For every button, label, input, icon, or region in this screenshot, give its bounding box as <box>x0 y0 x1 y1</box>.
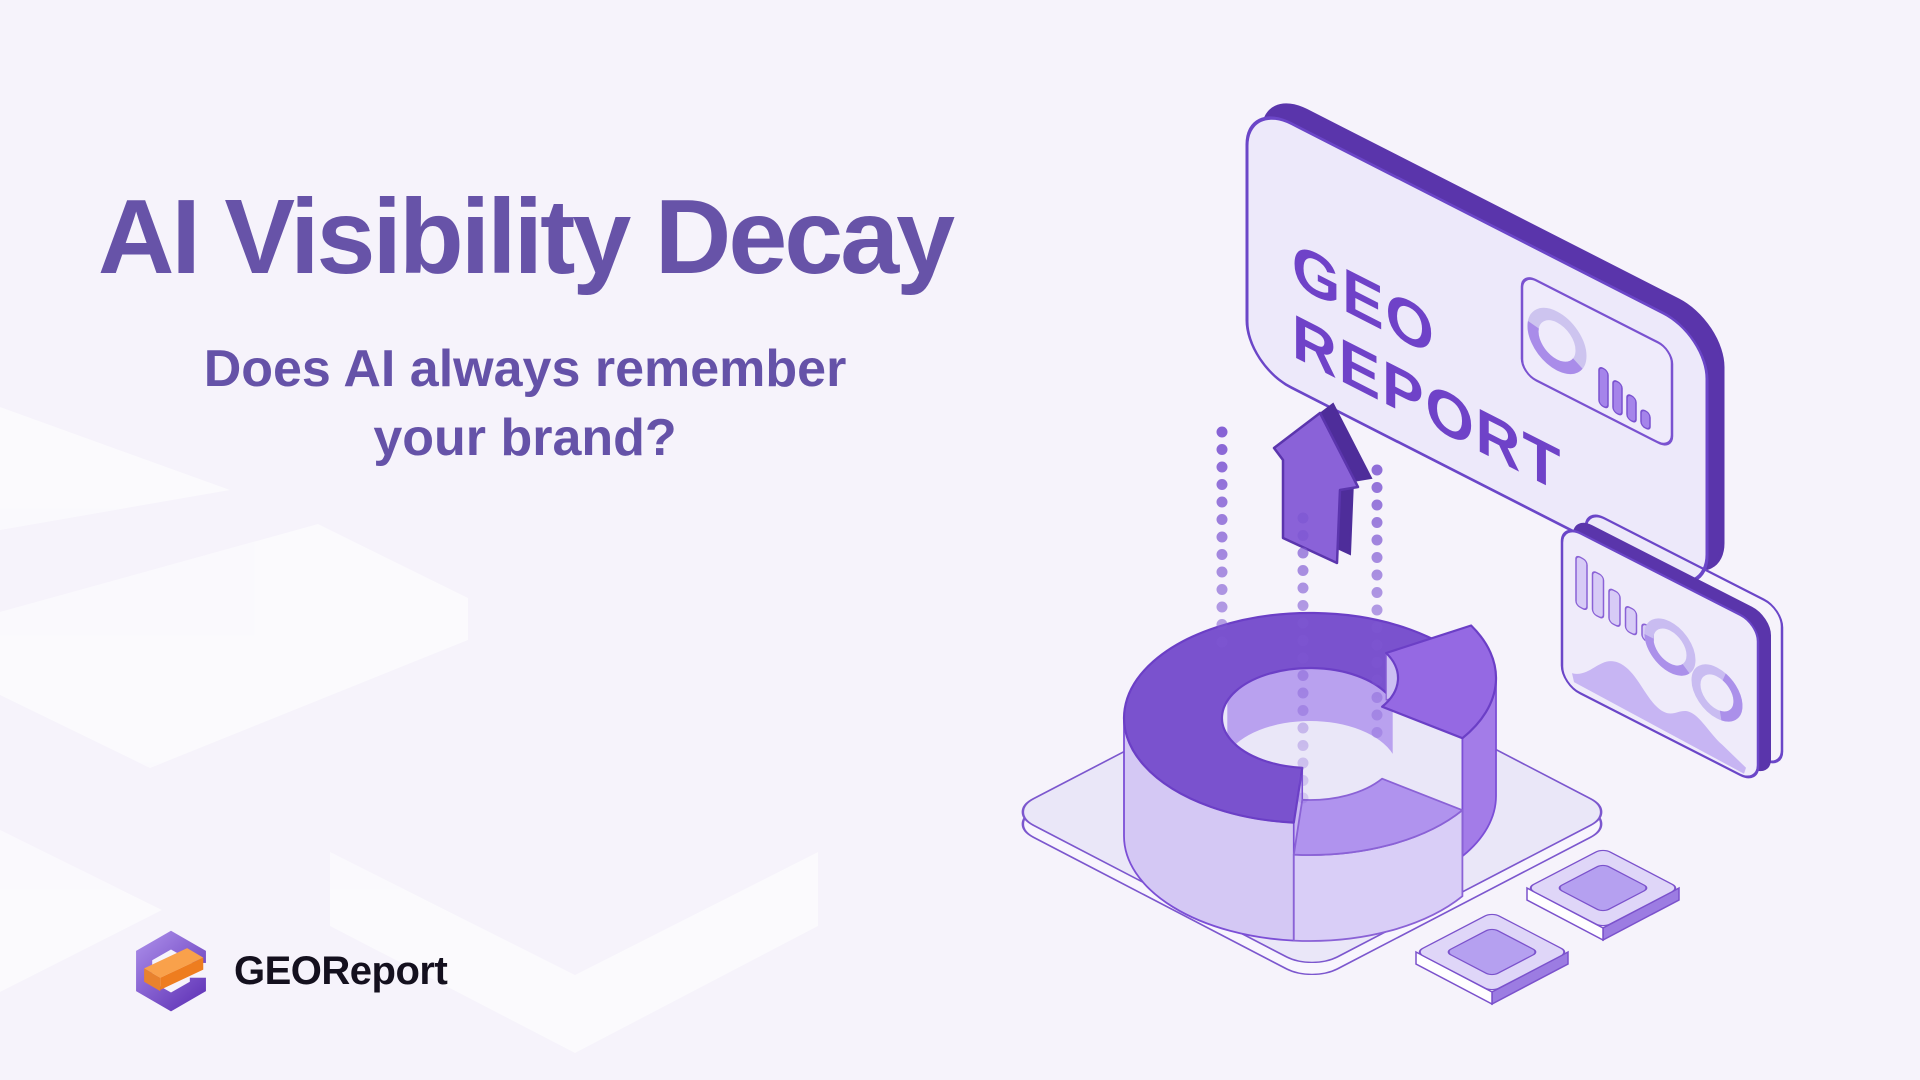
tile <box>1526 849 1680 942</box>
deco-wedge-1 <box>0 407 230 530</box>
bar-chart-icon <box>1575 555 1654 644</box>
brand-logo: GEOReport <box>128 928 448 1014</box>
donut-chart-icon <box>1691 664 1743 722</box>
data-flow-dots <box>1216 426 1383 818</box>
page-subtitle: Does AI always remember your brand? <box>55 335 995 472</box>
donut-chart-icon <box>1527 307 1587 375</box>
billboard-panel <box>1245 116 1709 585</box>
page-title: AI Visibility Decay <box>97 178 955 296</box>
deco-chevron-1 <box>0 524 468 768</box>
bar-chart-icon <box>1598 367 1651 430</box>
donut-bottom-segment <box>1292 777 1464 942</box>
brand-name: GEOReport <box>234 948 448 993</box>
analytics-card <box>1560 514 1784 779</box>
donut-raised-segment <box>1381 624 1498 858</box>
tile <box>1415 913 1569 1006</box>
billboard-mini-card <box>1520 277 1674 446</box>
deco-chevron-2 <box>330 852 818 1053</box>
donut-chart-icon <box>1644 618 1696 676</box>
donut-inner-wall <box>1227 667 1393 754</box>
hero-section: AI Visibility Decay Does AI always remem… <box>55 178 995 473</box>
geo-hexagon-logo-icon <box>136 930 209 1012</box>
area-chart-icon <box>1572 661 1746 774</box>
subtitle-line-2: your brand? <box>373 408 677 467</box>
geo-report-billboard: GEO REPORT <box>1245 103 1725 585</box>
donut-large-segment <box>1122 611 1473 824</box>
deco-wedge-2 <box>0 830 162 992</box>
illustration: GEO REPORT <box>1021 103 1784 1006</box>
subtitle-line-1: Does AI always remember <box>203 340 847 399</box>
up-arrow-icon <box>1272 402 1373 565</box>
donut-chart-3d <box>1122 611 1498 942</box>
